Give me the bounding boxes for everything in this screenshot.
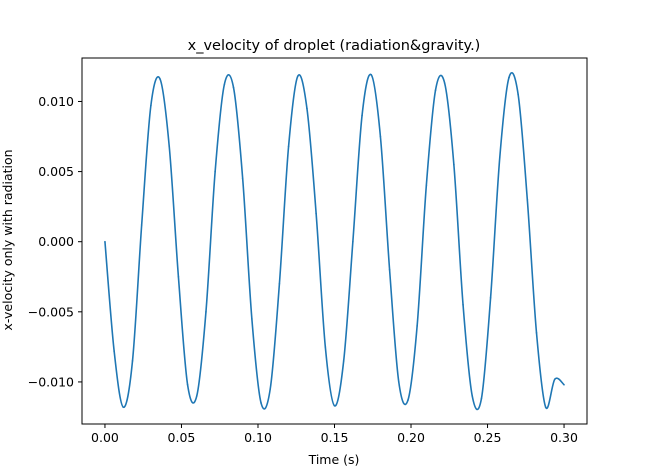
data-point — [296, 75, 299, 78]
data-point — [113, 350, 115, 352]
data-point — [443, 82, 446, 85]
data-point — [535, 332, 538, 334]
data-point — [195, 395, 198, 397]
data-point — [287, 145, 290, 148]
data-point — [370, 74, 373, 76]
data-point — [554, 378, 556, 380]
data-point — [315, 212, 317, 215]
data-point — [251, 318, 253, 320]
x-tick-label: 0.15 — [321, 430, 349, 445]
data-point — [397, 381, 400, 383]
data-point — [278, 282, 281, 285]
data-point — [544, 406, 547, 408]
y-tick-label: 0.000 — [38, 234, 74, 249]
data-point — [480, 397, 483, 400]
data-point — [342, 360, 345, 362]
y-tick-label: −0.005 — [28, 304, 74, 319]
y-tick-label: −0.010 — [28, 374, 74, 389]
y-axis-label: x-velocity only with radiation — [0, 149, 15, 330]
data-point — [489, 296, 492, 299]
data-point — [131, 360, 134, 362]
x-tick-label: 0.05 — [168, 430, 196, 445]
data-point — [232, 86, 235, 89]
data-point — [214, 170, 216, 173]
data-point — [498, 156, 501, 159]
data-point — [517, 93, 519, 96]
data-point — [122, 406, 125, 408]
data-point — [140, 224, 143, 226]
chart-title: x_velocity of droplet (radiation&gravity… — [188, 38, 481, 54]
data-point — [425, 184, 428, 187]
y-axis-ticks: −0.010 −0.005 0.000 0.005 0.010 — [28, 94, 82, 389]
data-point — [260, 402, 262, 404]
data-point — [269, 388, 272, 390]
x-axis-label: Time (s) — [308, 452, 360, 467]
y-tick-label: 0.005 — [38, 164, 74, 179]
data-point — [379, 135, 382, 138]
data-point — [177, 275, 180, 278]
x-tick-label: 0.25 — [474, 430, 502, 445]
data-point — [352, 240, 354, 243]
data-point — [324, 346, 327, 348]
data-point — [306, 107, 308, 110]
data-point — [471, 395, 474, 397]
data-point — [508, 76, 510, 79]
data-point — [388, 268, 391, 271]
data-point — [526, 198, 529, 201]
data-point — [159, 78, 161, 80]
data-point — [186, 383, 189, 386]
x-tick-label: 0.20 — [397, 430, 425, 445]
data-point — [333, 404, 336, 407]
series-layer — [104, 72, 565, 411]
data-point — [361, 114, 363, 117]
series-line — [104, 72, 565, 411]
data-point — [453, 163, 455, 166]
data-point — [241, 177, 244, 180]
data-point — [205, 311, 207, 313]
data-point — [407, 399, 409, 401]
y-tick-label: 0.010 — [38, 94, 74, 109]
data-point — [104, 240, 106, 243]
data-point — [150, 104, 152, 107]
x-tick-label: 0.00 — [91, 430, 119, 445]
data-point — [168, 145, 171, 148]
data-point — [563, 383, 565, 386]
data-point — [462, 304, 464, 306]
x-tick-label: 0.10 — [244, 430, 272, 445]
plot-area-frame — [81, 57, 588, 425]
data-point — [416, 325, 418, 327]
data-point — [434, 89, 437, 92]
data-point — [223, 83, 226, 86]
x-tick-label: 0.30 — [550, 430, 578, 445]
x-axis-ticks: 0.00 0.05 0.10 0.15 0.20 0.25 0.30 — [91, 424, 578, 445]
